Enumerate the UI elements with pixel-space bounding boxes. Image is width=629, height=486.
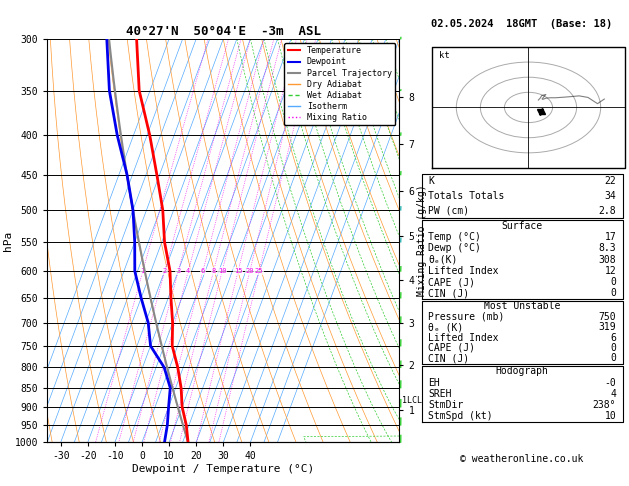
Text: 319: 319 — [599, 322, 616, 332]
Text: CIN (J): CIN (J) — [428, 289, 469, 298]
Text: 0: 0 — [610, 353, 616, 364]
Text: kt: kt — [438, 51, 449, 60]
Text: CAPE (J): CAPE (J) — [428, 277, 475, 287]
Text: 1: 1 — [141, 268, 145, 274]
Text: 02.05.2024  18GMT  (Base: 18): 02.05.2024 18GMT (Base: 18) — [431, 19, 613, 29]
Text: CIN (J): CIN (J) — [428, 353, 469, 364]
Text: 0: 0 — [610, 289, 616, 298]
Text: 22: 22 — [604, 176, 616, 187]
Text: K: K — [428, 176, 434, 187]
Text: 2.8: 2.8 — [599, 206, 616, 216]
Title: 40°27'N  50°04'E  -3m  ASL: 40°27'N 50°04'E -3m ASL — [126, 25, 321, 38]
Text: Surface: Surface — [501, 221, 543, 231]
Text: Totals Totals: Totals Totals — [428, 191, 504, 201]
Text: -0: -0 — [604, 378, 616, 387]
Text: 4: 4 — [610, 389, 616, 399]
Text: Pressure (mb): Pressure (mb) — [428, 312, 504, 322]
Text: 8: 8 — [211, 268, 216, 274]
Text: EH: EH — [428, 378, 440, 387]
Text: 3: 3 — [176, 268, 181, 274]
Text: Lifted Index: Lifted Index — [428, 332, 498, 343]
Text: SREH: SREH — [428, 389, 452, 399]
Text: © weatheronline.co.uk: © weatheronline.co.uk — [460, 454, 584, 464]
Text: PW (cm): PW (cm) — [428, 206, 469, 216]
Text: Hodograph: Hodograph — [496, 366, 548, 376]
Text: 2: 2 — [162, 268, 167, 274]
Text: 10: 10 — [218, 268, 226, 274]
Text: 25: 25 — [255, 268, 264, 274]
Text: 34: 34 — [604, 191, 616, 201]
Text: 17: 17 — [604, 232, 616, 242]
Legend: Temperature, Dewpoint, Parcel Trajectory, Dry Adiabat, Wet Adiabat, Isotherm, Mi: Temperature, Dewpoint, Parcel Trajectory… — [284, 43, 395, 125]
Text: StmSpd (kt): StmSpd (kt) — [428, 412, 493, 421]
Text: 0: 0 — [610, 343, 616, 353]
Text: 15: 15 — [234, 268, 242, 274]
Text: CAPE (J): CAPE (J) — [428, 343, 475, 353]
Text: 10: 10 — [604, 412, 616, 421]
Text: 6: 6 — [610, 332, 616, 343]
X-axis label: Dewpoint / Temperature (°C): Dewpoint / Temperature (°C) — [132, 464, 314, 474]
Text: θₑ (K): θₑ (K) — [428, 322, 463, 332]
Text: 750: 750 — [599, 312, 616, 322]
Text: 20: 20 — [245, 268, 254, 274]
Text: Dewp (°C): Dewp (°C) — [428, 243, 481, 254]
Text: 308: 308 — [599, 255, 616, 265]
Text: 4: 4 — [186, 268, 191, 274]
Text: 1LCL: 1LCL — [402, 396, 422, 405]
Text: 0: 0 — [610, 277, 616, 287]
Text: Lifted Index: Lifted Index — [428, 266, 498, 276]
Y-axis label: hPa: hPa — [3, 230, 13, 251]
Text: 238°: 238° — [593, 400, 616, 410]
Text: θₑ(K): θₑ(K) — [428, 255, 457, 265]
Text: 8.3: 8.3 — [599, 243, 616, 254]
Text: 12: 12 — [604, 266, 616, 276]
Text: StmDir: StmDir — [428, 400, 463, 410]
Text: 6: 6 — [201, 268, 205, 274]
Text: Temp (°C): Temp (°C) — [428, 232, 481, 242]
Y-axis label: Mixing Ratio (g/kg): Mixing Ratio (g/kg) — [417, 185, 427, 296]
Text: Most Unstable: Most Unstable — [484, 301, 560, 312]
